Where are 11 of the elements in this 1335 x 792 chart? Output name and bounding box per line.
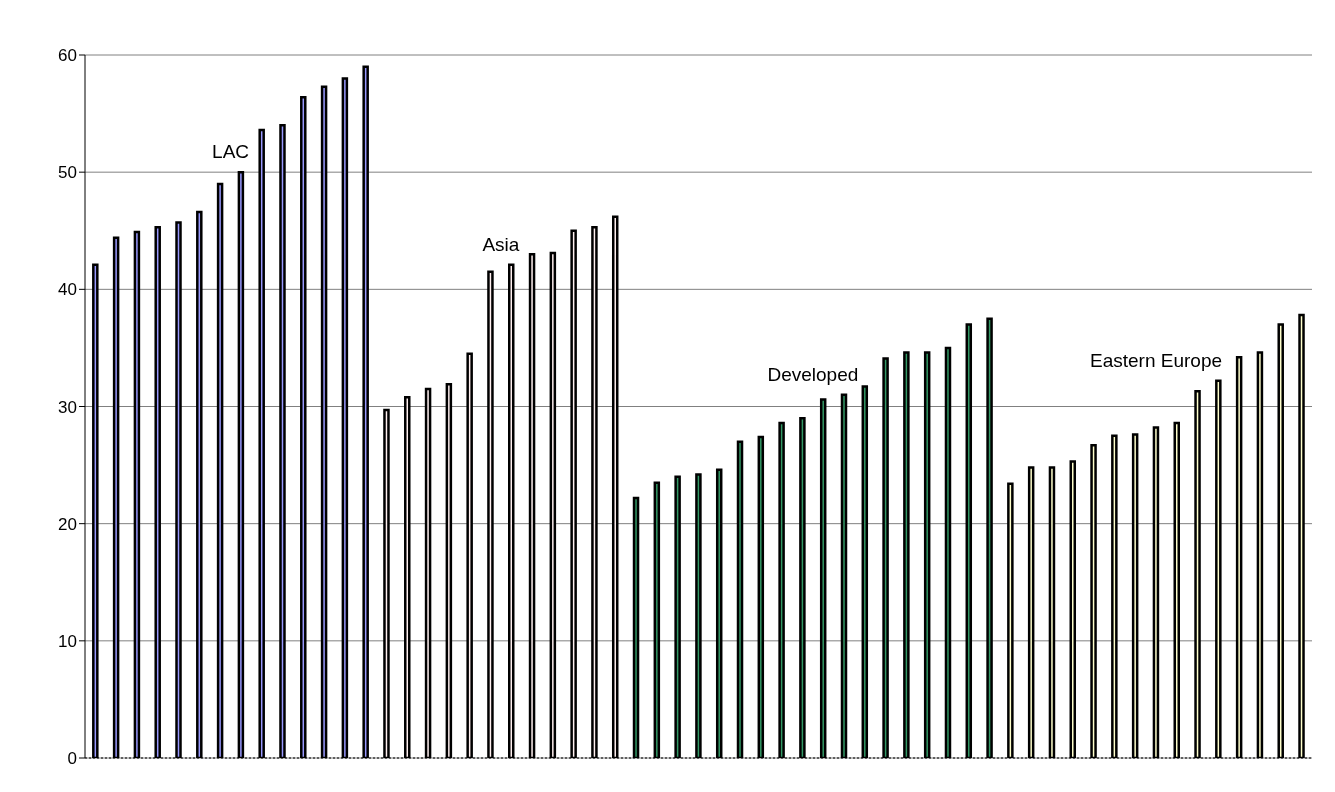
y-tick-label: 10 bbox=[58, 631, 77, 651]
y-tick-label: 0 bbox=[67, 749, 77, 769]
y-tick-label: 60 bbox=[58, 46, 77, 66]
y-tick-label: 30 bbox=[58, 397, 77, 417]
y-tick-label: 20 bbox=[58, 514, 77, 534]
series-label: Asia bbox=[482, 233, 520, 255]
series-label: Developed bbox=[767, 363, 859, 385]
y-tick-label: 40 bbox=[58, 280, 77, 300]
series-label: LAC bbox=[212, 141, 250, 163]
y-tick-label: 50 bbox=[58, 163, 77, 183]
series-label: Eastern Europe bbox=[1090, 349, 1223, 371]
